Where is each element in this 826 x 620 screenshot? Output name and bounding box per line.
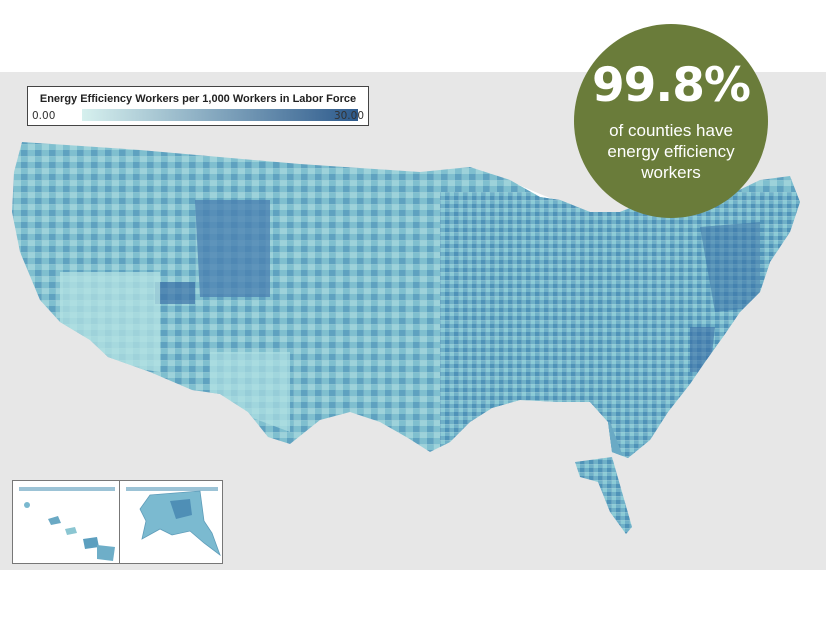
florida xyxy=(575,457,632,534)
hawaii-inset xyxy=(12,480,120,564)
stat-callout-circle: 99.8% of counties have energy efficiency… xyxy=(574,24,768,218)
color-scale-legend: Energy Efficiency Workers per 1,000 Work… xyxy=(27,86,369,126)
legend-gradient-bar xyxy=(82,109,358,121)
legend-min-label: 0.00 xyxy=(32,110,56,122)
callout-text: of counties have energy efficiency worke… xyxy=(607,121,735,182)
callout-stat: 99.8% xyxy=(591,58,751,113)
map-canvas xyxy=(12,142,800,534)
legend-max-label: 30.00 xyxy=(333,110,364,122)
legend-title: Energy Efficiency Workers per 1,000 Work… xyxy=(39,93,357,105)
alaska-inset xyxy=(119,480,223,564)
